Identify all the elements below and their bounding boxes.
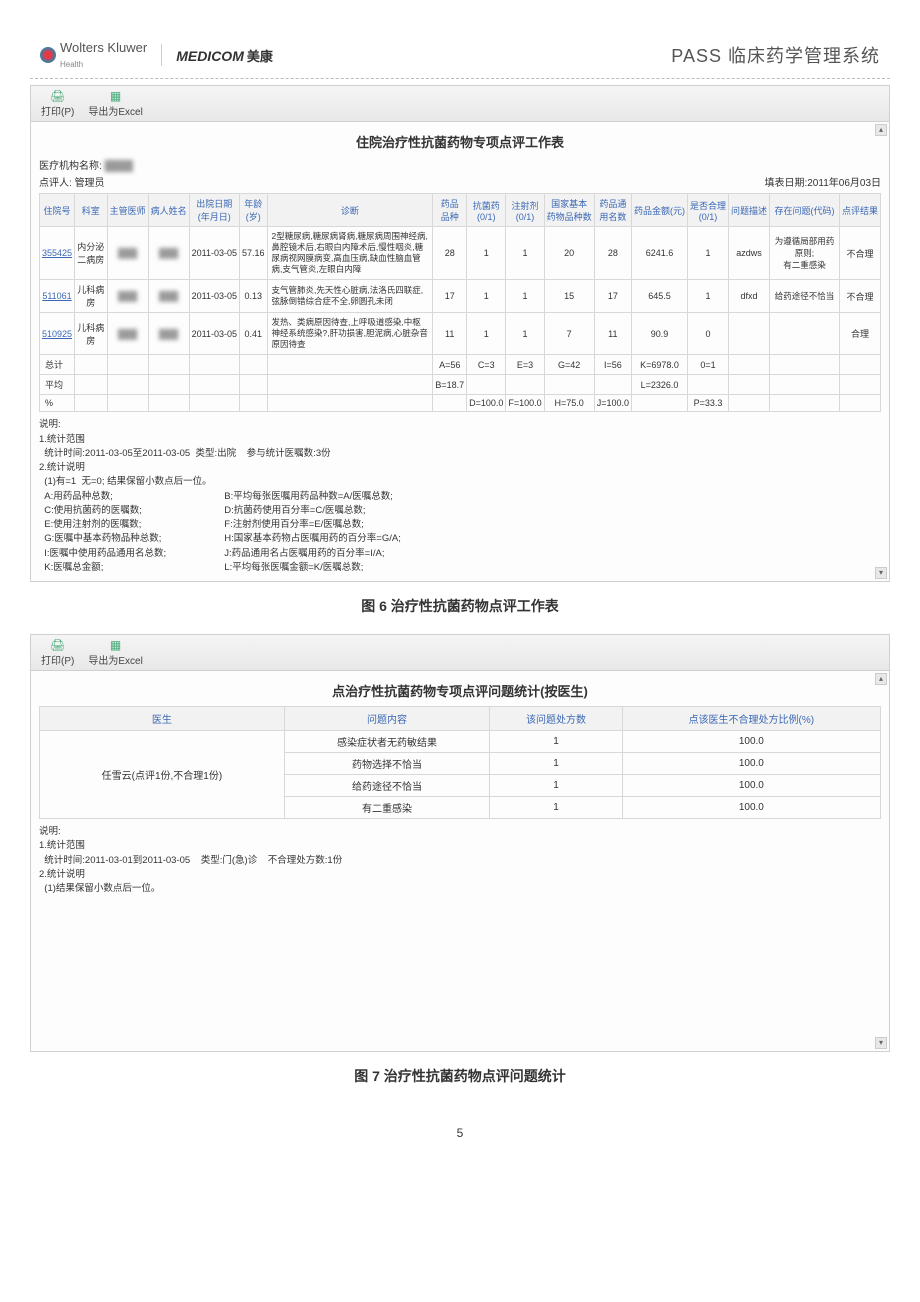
table-header: 是否合理(0/1) [687,194,728,227]
table-header: 医生 [40,707,285,731]
scroll-down-button[interactable]: ▾ [875,1037,887,1049]
summary-row: %D=100.0F=100.0H=75.0J=100.0P=33.3 [40,395,881,412]
wolters-kluwer-logo: Wolters Kluwer Health [40,40,147,70]
reviewer-label: 点评人: [39,178,72,189]
table-header: 年龄(岁) [239,194,267,227]
table-header: 主管医师 [107,194,148,227]
admission-id-link[interactable]: 355425 [40,227,75,280]
medicom-logo: MEDICOM [176,48,244,64]
report-panel-2: 🖨 打印(P) ▦ 导出为Excel ▴ ▾ 点治疗性抗菌药物专项点评问题统计(… [30,634,890,1052]
panel-toolbar: 🖨 打印(P) ▦ 导出为Excel [31,86,889,122]
table-header: 药品品种 [433,194,467,227]
print-button[interactable]: 🖨 打印(P) [41,89,74,118]
table-row: 任雪云(点评1份,不合理1份)感染症状者无药敏结果1100.0 [40,731,881,753]
excel-icon: ▦ [110,89,121,103]
report1-table: 住院号科室主管医师病人姓名出院日期(年月日)年龄(岁)诊断药品品种抗菌药(0/1… [39,193,881,412]
page-header: Wolters Kluwer Health MEDICOM 美康 PASS 临床… [30,40,890,70]
table-row: 510925儿科病房██████2011-03-050.41发热、类病原因待查,… [40,313,881,355]
summary-row: 总计A=56C=3E=3G=42I=56K=6978.00=1 [40,355,881,375]
table-header: 出院日期(年月日) [189,194,239,227]
report1-title: 住院治疗性抗菌药物专项点评工作表 [39,132,881,151]
export-excel-button[interactable]: ▦ 导出为Excel [88,89,142,118]
table-header: 注射剂(0/1) [506,194,544,227]
table-header: 国家基本药物品种数 [544,194,594,227]
table-header: 该问题处方数 [490,707,622,731]
figure-7-caption: 图 7 治疗性抗菌药物点评问题统计 [30,1066,890,1086]
org-value: ████ [105,161,133,172]
report2-notes: 说明: 1.统计范围 统计时间:2011-03-01到2011-03-05 类型… [39,825,881,896]
admission-id-link[interactable]: 510925 [40,313,75,355]
table-header: 点该医生不合理处方比例(%) [622,707,880,731]
print-icon: 🖨 [50,89,65,103]
table-header: 药品通用名数 [594,194,631,227]
org-label: 医疗机构名称: [39,161,102,172]
summary-row: 平均B=18.7L=2326.0 [40,375,881,395]
figure-6-caption: 图 6 治疗性抗菌药物点评工作表 [30,596,890,616]
wk-text: Wolters Kluwer [60,40,147,55]
report-panel-1: 🖨 打印(P) ▦ 导出为Excel ▴ ▾ 住院治疗性抗菌药物专项点评工作表 … [30,85,890,582]
report2-table: 医生问题内容该问题处方数点该医生不合理处方比例(%) 任雪云(点评1份,不合理1… [39,706,881,819]
report1-notes: 说明: 1.统计范围 统计时间:2011-03-05至2011-03-05 类型… [39,418,881,575]
table-header: 科室 [75,194,108,227]
medicom-cn: 美康 [247,49,273,64]
scroll-up-button[interactable]: ▴ [875,124,887,136]
table-header: 病人姓名 [148,194,189,227]
table-header: 存在问题(代码) [770,194,840,227]
system-title: PASS 临床药学管理系统 [671,42,880,68]
report2-title: 点治疗性抗菌药物专项点评问题统计(按医生) [39,681,881,700]
table-header: 问题内容 [284,707,489,731]
admission-id-link[interactable]: 511061 [40,280,75,313]
table-header: 点评结果 [839,194,880,227]
table-header: 药品金额(元) [631,194,687,227]
fill-date-value: 2011年06月03日 [807,178,881,189]
page-number: 5 [30,1126,890,1140]
wk-sub: Health [60,60,83,69]
table-header: 问题描述 [728,194,769,227]
reviewer-value: 管理员 [75,178,105,189]
wk-icon [40,47,56,63]
export-excel-button[interactable]: ▦ 导出为Excel [88,638,142,667]
scroll-up-button[interactable]: ▴ [875,673,887,685]
print-icon: 🖨 [50,638,65,652]
fill-date-label: 填表日期: [764,178,807,189]
doctor-cell: 任雪云(点评1份,不合理1份) [40,731,285,819]
table-header: 抗菌药(0/1) [467,194,506,227]
table-row: 511061儿科病房██████2011-03-050.13支气管肺炎,先天性心… [40,280,881,313]
table-header: 住院号 [40,194,75,227]
table-row: 355425内分泌二病房██████2011-03-0557.162型糖尿病,糖… [40,227,881,280]
print-button[interactable]: 🖨 打印(P) [41,638,74,667]
table-header: 诊断 [267,194,433,227]
scroll-down-button[interactable]: ▾ [875,567,887,579]
excel-icon: ▦ [110,638,121,652]
